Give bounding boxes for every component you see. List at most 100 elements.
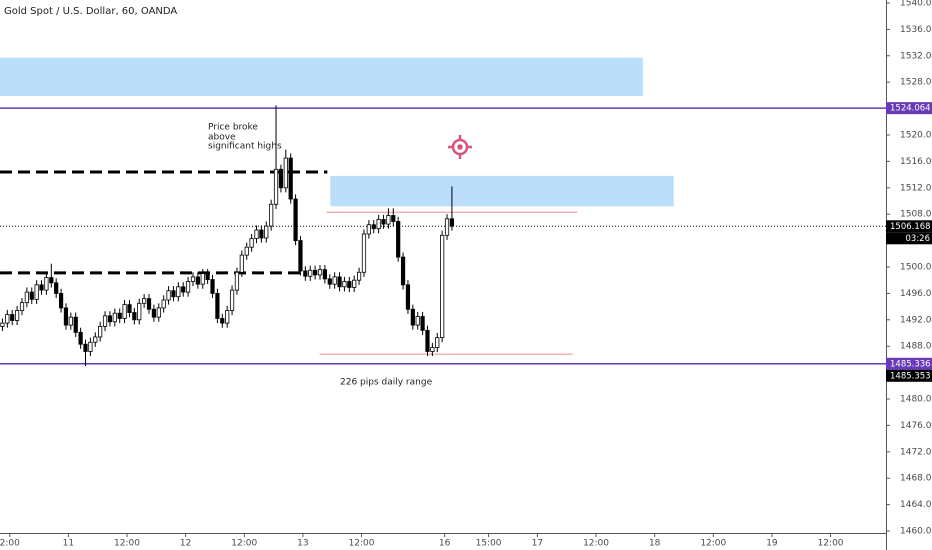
x-tick-label: 12:00: [818, 539, 844, 549]
candle-body: [88, 341, 93, 352]
target-icon: [448, 135, 472, 159]
x-tick-label: 19: [766, 539, 778, 549]
candle-body: [327, 278, 332, 285]
candle-body: [342, 281, 347, 288]
candle-body: [371, 224, 376, 230]
candle-body: [93, 336, 98, 343]
plot-area: [0, 57, 886, 367]
y-tick-label: 1508.000: [900, 210, 932, 220]
candle-body: [396, 221, 401, 258]
x-tick-label: 12: [180, 539, 191, 549]
y-tick-label: 1460.000: [900, 527, 932, 537]
candle-body: [420, 316, 425, 331]
y-tick-label: 1536.000: [900, 25, 932, 35]
candle-body: [98, 326, 103, 338]
candle-body: [132, 312, 137, 321]
candle-body: [317, 269, 323, 276]
candle-body: [63, 307, 69, 326]
annotation: Price broke: [208, 123, 258, 133]
candle-body: [200, 273, 205, 285]
y-tick-label: 1528.000: [900, 78, 932, 88]
candle-body: [313, 269, 318, 276]
candle-body: [259, 229, 264, 239]
chart-title: Gold Spot / U.S. Dollar, 60, OANDA: [4, 6, 177, 17]
candle-body: [410, 308, 415, 326]
candle-body: [78, 331, 83, 345]
candle-body: [122, 304, 127, 319]
y-tick-label: 1500.000: [900, 262, 932, 272]
candle-body: [430, 347, 435, 352]
candle-body: [440, 234, 445, 339]
candle-body: [210, 279, 215, 294]
candle-body: [0, 322, 5, 327]
candle-body: [425, 329, 430, 352]
candle-body: [215, 292, 220, 319]
candle-body: [73, 316, 78, 333]
x-tick-label: 13: [297, 539, 308, 549]
candle-body: [10, 314, 15, 321]
zone: [330, 175, 674, 207]
y-tick-label: 1516.000: [900, 157, 932, 167]
price-tag-label: 1485.353: [890, 371, 931, 381]
x-tick-label: 16: [439, 539, 451, 549]
x-tick-label: 12:00: [114, 539, 140, 549]
x-tick-label: 12:00: [231, 539, 257, 549]
x-tick-label: 17: [532, 539, 543, 549]
x-tick-label: 2:00: [0, 539, 20, 549]
candle-body: [14, 310, 20, 321]
candle-body: [156, 307, 161, 318]
candle-body: [58, 292, 64, 309]
candle-body: [322, 269, 328, 280]
candle-body: [34, 284, 39, 300]
candle-body: [283, 157, 288, 189]
price-tag-label: 1506.168: [890, 222, 931, 232]
candle-body: [386, 215, 391, 225]
candle-body: [127, 304, 132, 313]
y-tick-label: 1472.000: [900, 447, 932, 457]
candle-body: [293, 198, 298, 241]
candle-body: [83, 343, 88, 352]
candle-body: [49, 277, 54, 284]
x-tick-label: 11: [63, 539, 74, 549]
candle-body: [54, 282, 59, 294]
candle-body: [142, 298, 147, 304]
x-tick-label: 12:00: [349, 539, 375, 549]
candle-body: [166, 290, 171, 301]
candle-body: [190, 276, 196, 282]
candle-body: [435, 337, 440, 348]
y-tick-label: 1468.000: [900, 474, 932, 484]
candle-body: [112, 312, 117, 323]
candle-body: [244, 246, 249, 256]
candle-body: [185, 281, 191, 293]
candle-body: [181, 286, 186, 293]
x-tick-label: 18: [649, 539, 661, 549]
candle-body: [225, 310, 230, 324]
y-tick-label: 1520.000: [900, 130, 932, 140]
candle-body: [254, 229, 259, 240]
candle-body: [151, 308, 157, 318]
y-tick-label: 1492.000: [900, 315, 932, 325]
candle-body: [303, 270, 308, 277]
candle-body: [68, 316, 73, 326]
candle-body: [273, 168, 279, 205]
zone: [0, 57, 643, 97]
y-tick-label: 1488.000: [900, 342, 932, 352]
candle-body: [278, 168, 284, 189]
candle-body: [24, 291, 29, 304]
candle-body: [361, 233, 367, 273]
candle-body: [381, 219, 386, 225]
y-tick-label: 1540.000: [900, 0, 932, 8]
y-tick-label: 1464.000: [900, 500, 932, 510]
candle-body: [102, 315, 108, 327]
candle-body: [288, 157, 293, 200]
candle-body: [391, 215, 396, 222]
y-tick-label: 1476.000: [900, 421, 932, 431]
countdown-label: 03:26: [906, 234, 931, 244]
candle-body: [239, 254, 244, 273]
y-tick-label: 1512.000: [900, 183, 932, 193]
candle-body: [352, 279, 357, 288]
price-tag: [886, 369, 932, 382]
candle-body: [264, 225, 269, 239]
candle-body: [337, 276, 342, 288]
